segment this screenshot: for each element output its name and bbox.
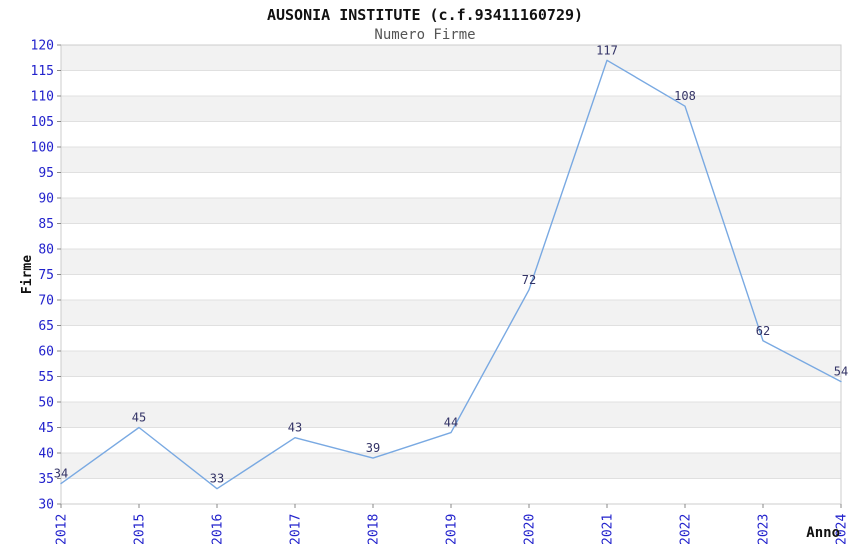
y-tick-label: 60 [38, 345, 54, 360]
x-tick-label: 2016 [211, 514, 226, 545]
y-tick-label: 100 [31, 141, 54, 156]
point-label: 34 [54, 467, 68, 481]
y-tick-label: 30 [38, 498, 54, 513]
x-tick-label: 2018 [367, 514, 382, 545]
y-tick-label: 110 [31, 90, 54, 105]
grid-band [61, 147, 841, 173]
grid-band [61, 376, 841, 402]
grid-band [61, 172, 841, 198]
y-tick-label: 45 [38, 421, 54, 436]
point-label: 44 [444, 416, 458, 430]
grid-band [61, 121, 841, 147]
y-tick-label: 35 [38, 472, 54, 487]
x-tick-label: 2024 [835, 514, 850, 545]
grid-band [61, 478, 841, 504]
point-label: 54 [834, 365, 848, 379]
y-tick-label: 50 [38, 396, 54, 411]
y-tick-label: 70 [38, 294, 54, 309]
y-tick-label: 85 [38, 217, 54, 232]
point-label: 45 [132, 411, 146, 425]
chart-title: AUSONIA INSTITUTE (c.f.93411160729) [266, 6, 584, 24]
y-tick-label: 90 [38, 192, 54, 207]
x-tick-label: 2021 [601, 514, 616, 545]
x-tick-label: 2022 [679, 514, 694, 545]
x-tick-label: 2020 [523, 514, 538, 545]
x-tick-label: 2023 [757, 514, 772, 545]
y-tick-label: 120 [31, 39, 54, 54]
point-label: 33 [210, 472, 224, 486]
y-tick-label: 95 [38, 166, 54, 181]
grid-band [61, 453, 841, 479]
y-tick-label: 115 [31, 64, 54, 79]
grid-band [61, 300, 841, 326]
y-tick-label: 75 [38, 268, 54, 283]
grid-band [61, 198, 841, 224]
grid-band [61, 402, 841, 428]
series-line [60, 59, 842, 490]
chart-subtitle: Numero Firme [374, 27, 476, 43]
x-axis-title: Anno [806, 525, 840, 541]
y-axis-title: Firme [20, 255, 35, 294]
point-label: 43 [288, 421, 302, 435]
grid-band [61, 45, 841, 71]
x-tick-label: 2019 [445, 514, 460, 545]
point-label: 62 [756, 324, 770, 338]
y-tick-label: 40 [38, 447, 54, 462]
x-tick-label: 2012 [55, 514, 70, 545]
point-label: 117 [596, 43, 618, 57]
y-tick-label: 105 [31, 115, 54, 130]
x-tick-label: 2017 [289, 514, 304, 545]
grid-band [61, 249, 841, 275]
point-label: 72 [522, 273, 536, 287]
y-tick-label: 65 [38, 319, 54, 334]
grid-band [61, 96, 841, 122]
grid-band [61, 325, 841, 351]
y-tick-label: 55 [38, 370, 54, 385]
point-label: 39 [366, 441, 380, 455]
y-tick-label: 80 [38, 243, 54, 258]
grid-band [61, 70, 841, 96]
grid-band [61, 351, 841, 377]
x-tick-label: 2015 [133, 514, 148, 545]
grid-band [61, 223, 841, 249]
grid-band [61, 274, 841, 300]
point-label: 108 [674, 89, 696, 103]
